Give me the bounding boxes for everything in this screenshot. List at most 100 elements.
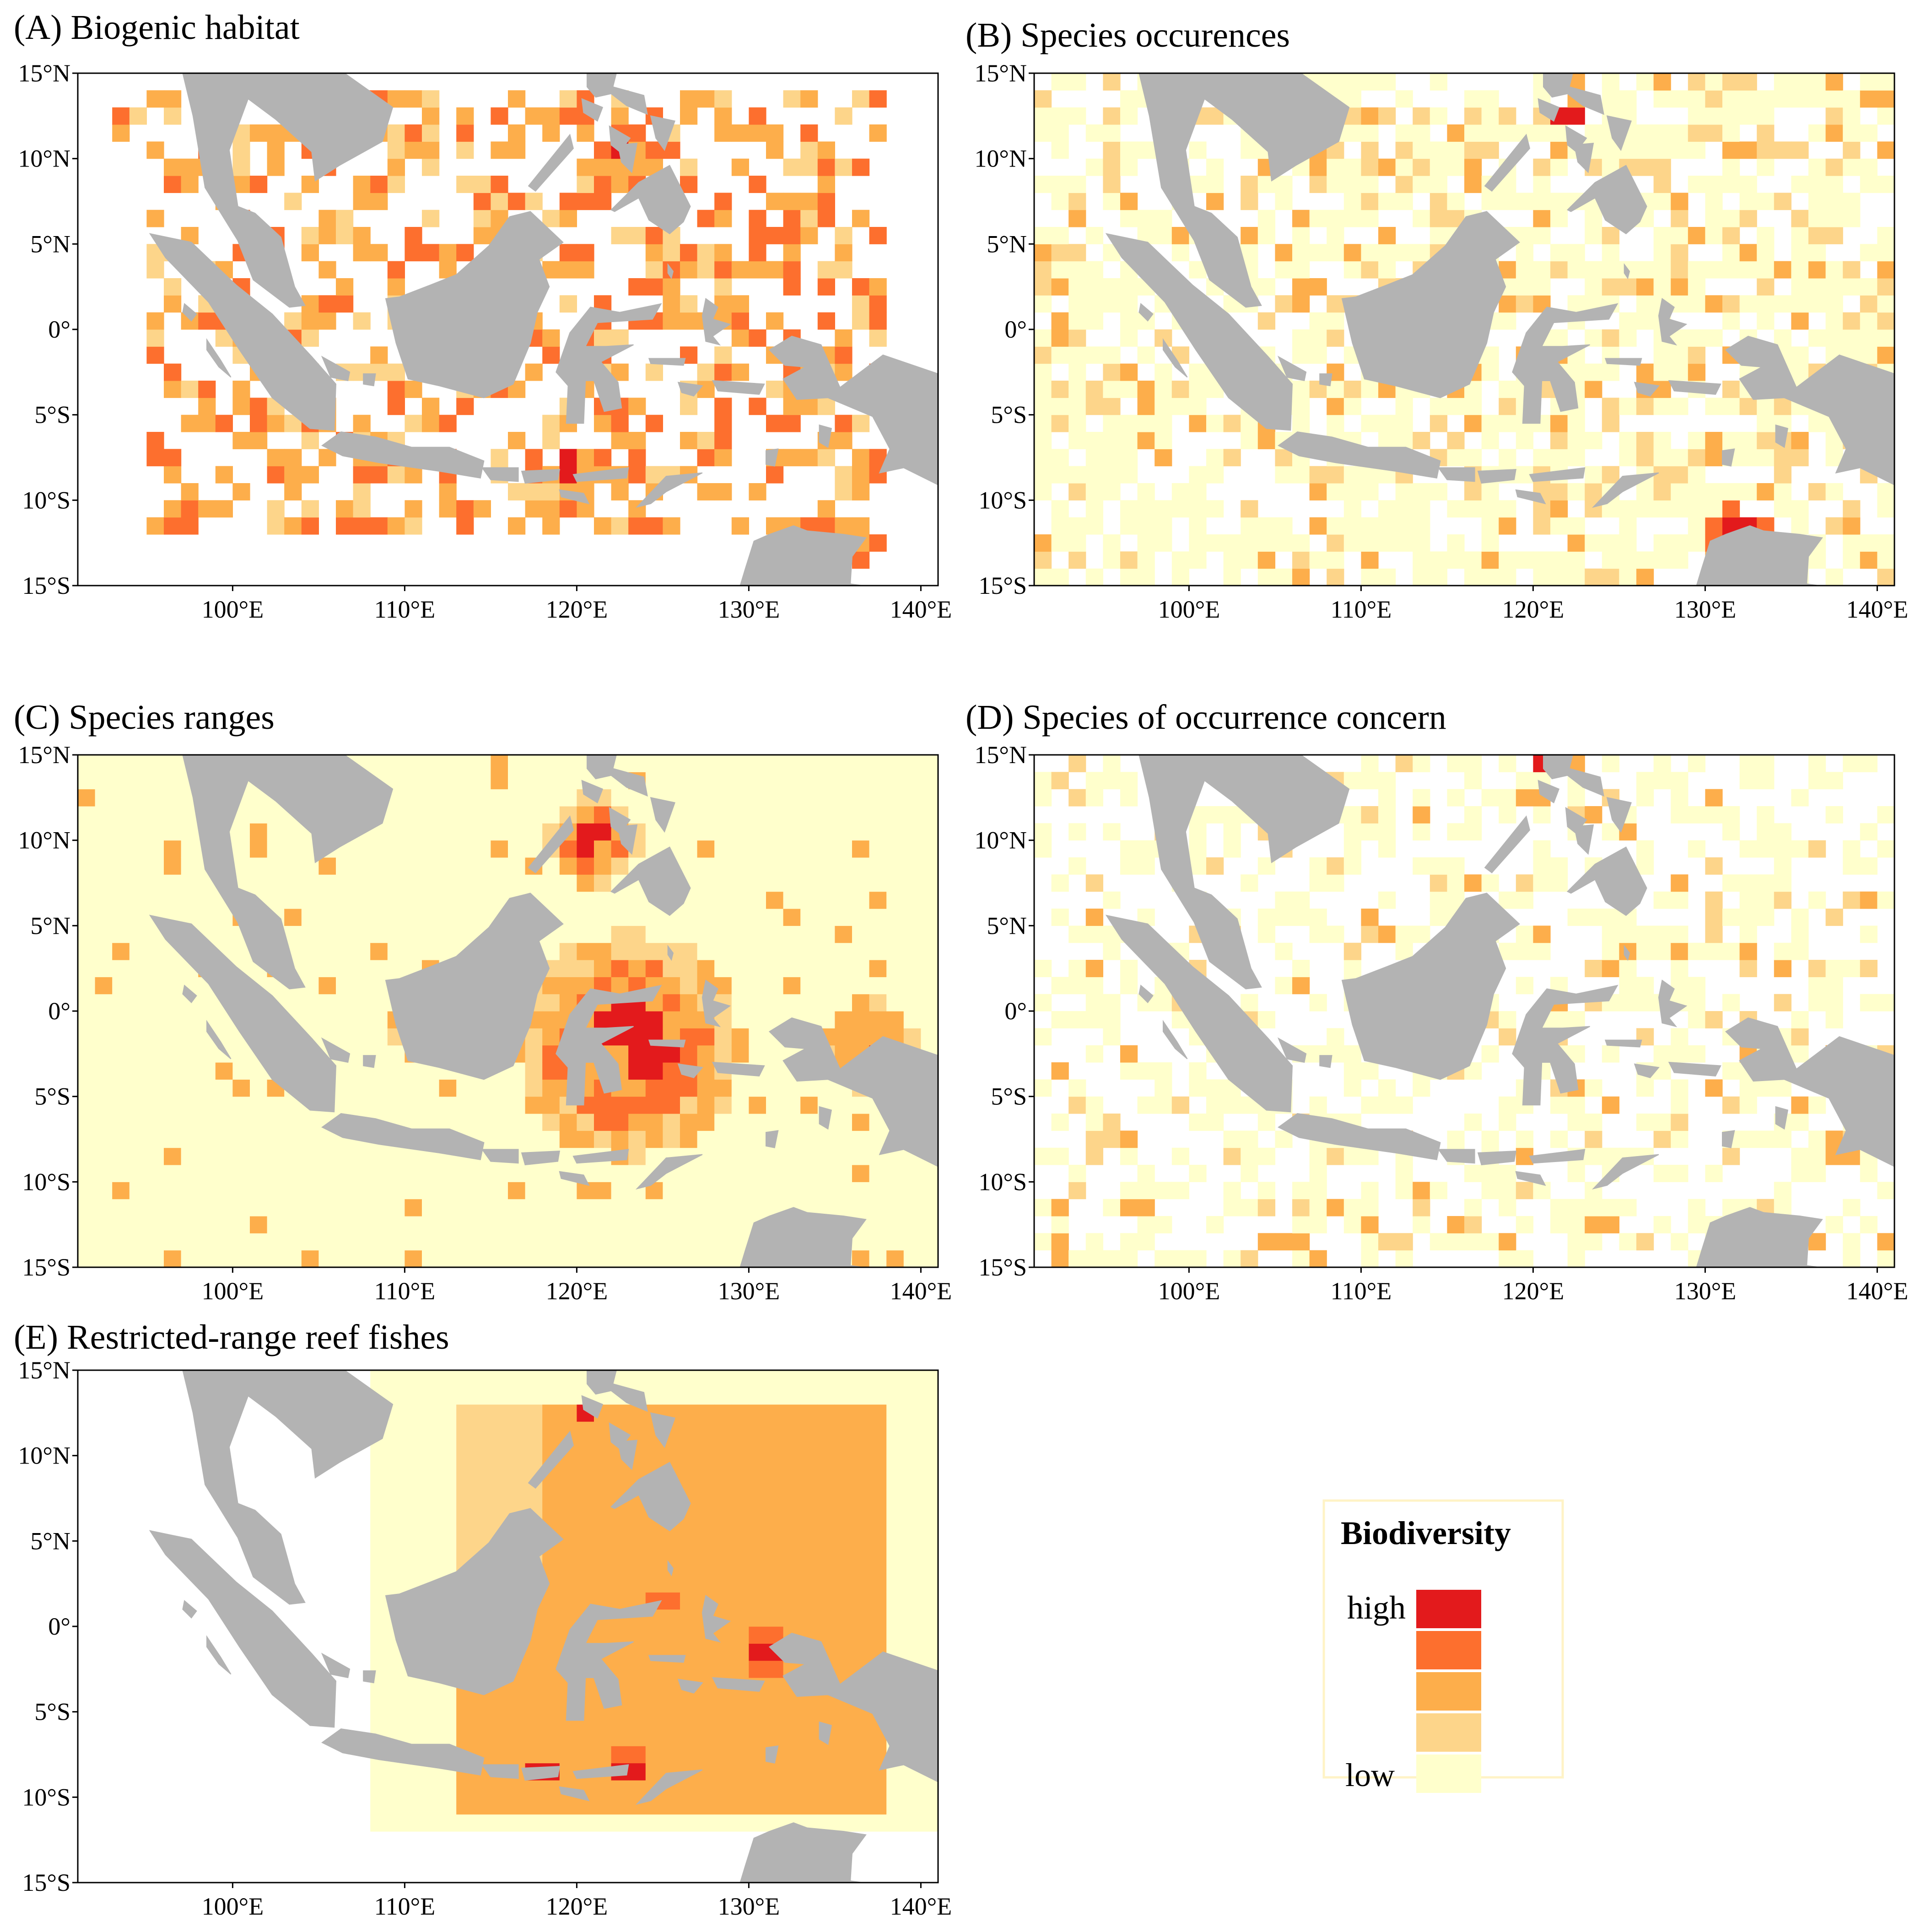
biodiversity-cell [835, 261, 852, 279]
biodiversity-cell [1636, 261, 1654, 279]
biodiversity-cell [1636, 500, 1654, 518]
biodiversity-cell [370, 977, 388, 995]
biodiversity-cell [714, 1182, 732, 1200]
biodiversity-cell [1602, 1199, 1619, 1216]
biodiversity-cell [645, 414, 663, 432]
biodiversity-cell [1653, 346, 1671, 364]
biodiversity-cell [318, 909, 336, 926]
biodiversity-cell [491, 789, 508, 807]
biodiversity-cell [336, 1096, 354, 1114]
biodiversity-cell [473, 806, 491, 823]
biodiversity-cell [1464, 176, 1482, 193]
biodiversity-cell [301, 227, 319, 244]
biodiversity-cell [749, 1609, 766, 1627]
biodiversity-cell [1223, 1130, 1241, 1148]
biodiversity-cell [456, 176, 474, 193]
biodiversity-cell [267, 1199, 285, 1216]
biodiversity-cell [1550, 517, 1568, 535]
biodiversity-cell [783, 210, 801, 227]
biodiversity-cell [1791, 176, 1809, 193]
biodiversity-cell [594, 960, 612, 977]
biodiversity-cell [869, 1609, 887, 1627]
biodiversity-cell [1085, 926, 1103, 943]
biodiversity-cell [783, 261, 801, 279]
biodiversity-cell [559, 1199, 577, 1216]
biodiversity-cell [766, 1045, 784, 1063]
land-halmahera [1658, 979, 1688, 1028]
land-nias [1138, 985, 1154, 1003]
biodiversity-cell [697, 1096, 715, 1114]
biodiversity-cell [112, 755, 130, 772]
biodiversity-cell [491, 1114, 508, 1131]
biodiversity-cell [1808, 244, 1826, 262]
biodiversity-cell [1636, 363, 1654, 381]
biodiversity-cell [714, 806, 732, 823]
biodiversity-cell [1757, 414, 1775, 432]
biodiversity-cell [1068, 823, 1086, 841]
biodiversity-cell [422, 1421, 440, 1439]
biodiversity-cell [1550, 568, 1568, 586]
biodiversity-cell [714, 483, 732, 500]
biodiversity-cell [491, 840, 508, 858]
biodiversity-cell [577, 1473, 594, 1490]
biodiversity-cell [886, 874, 904, 892]
biodiversity-cell [1739, 193, 1757, 210]
biodiversity-cell [1791, 789, 1809, 807]
biodiversity-cell [456, 1387, 474, 1405]
biodiversity-cell [405, 772, 422, 790]
lat-tick-label: 15°N [18, 1356, 70, 1384]
biodiversity-cell [387, 1558, 405, 1576]
biodiversity-cell [611, 1746, 629, 1764]
biodiversity-cell [78, 1147, 96, 1165]
biodiversity-cell [1343, 1216, 1361, 1233]
biodiversity-cell [852, 1473, 870, 1490]
biodiversity-cell [1292, 1199, 1310, 1216]
biodiversity-cell [1120, 158, 1138, 176]
biodiversity-cell [353, 960, 371, 977]
biodiversity-cell [525, 1079, 543, 1097]
biodiversity-cell [1343, 517, 1361, 535]
biodiversity-cell [852, 1558, 870, 1576]
biodiversity-cell [1103, 158, 1121, 176]
biodiversity-cell [1705, 398, 1723, 415]
biodiversity-cell [835, 772, 852, 790]
biodiversity-cell [697, 806, 715, 823]
biodiversity-cell [542, 1079, 560, 1097]
biodiversity-cell [1722, 806, 1740, 823]
biodiversity-cell [301, 1147, 319, 1165]
biodiversity-cell [1653, 90, 1671, 108]
biodiversity-cell [387, 261, 405, 279]
biodiversity-cell [766, 789, 784, 807]
biodiversity-cell [1241, 517, 1258, 535]
biodiversity-cell [1533, 158, 1551, 176]
biodiversity-cell [680, 107, 698, 125]
biodiversity-cell [1688, 329, 1705, 347]
land-borneo [385, 893, 564, 1080]
biodiversity-cell [1068, 483, 1086, 500]
biodiversity-cell [387, 874, 405, 892]
biodiversity-cell [800, 1746, 818, 1764]
biodiversity-cell [714, 1370, 732, 1388]
biodiversity-cell [353, 977, 371, 995]
biodiversity-cell [1103, 1114, 1121, 1131]
biodiversity-cell [835, 1797, 852, 1815]
biodiversity-cell [852, 1797, 870, 1815]
biodiversity-cell [456, 1524, 474, 1541]
land-samar [650, 115, 676, 151]
biodiversity-cell [1567, 1165, 1585, 1182]
biodiversity-cell [749, 1130, 766, 1148]
biodiversity-cell [852, 1541, 870, 1559]
biodiversity-cell [783, 244, 801, 262]
biodiversity-cell [1430, 568, 1447, 586]
biodiversity-cell [714, 755, 732, 772]
biodiversity-cell [1155, 210, 1172, 227]
biodiversity-cell [164, 874, 182, 892]
biodiversity-cell [577, 1558, 594, 1576]
biodiversity-cell [921, 1404, 938, 1422]
biodiversity-cell [1671, 1079, 1689, 1097]
biodiversity-cell [611, 107, 629, 125]
biodiversity-cell [697, 1421, 715, 1439]
biodiversity-cell [387, 755, 405, 772]
biodiversity-cell [1395, 124, 1413, 142]
